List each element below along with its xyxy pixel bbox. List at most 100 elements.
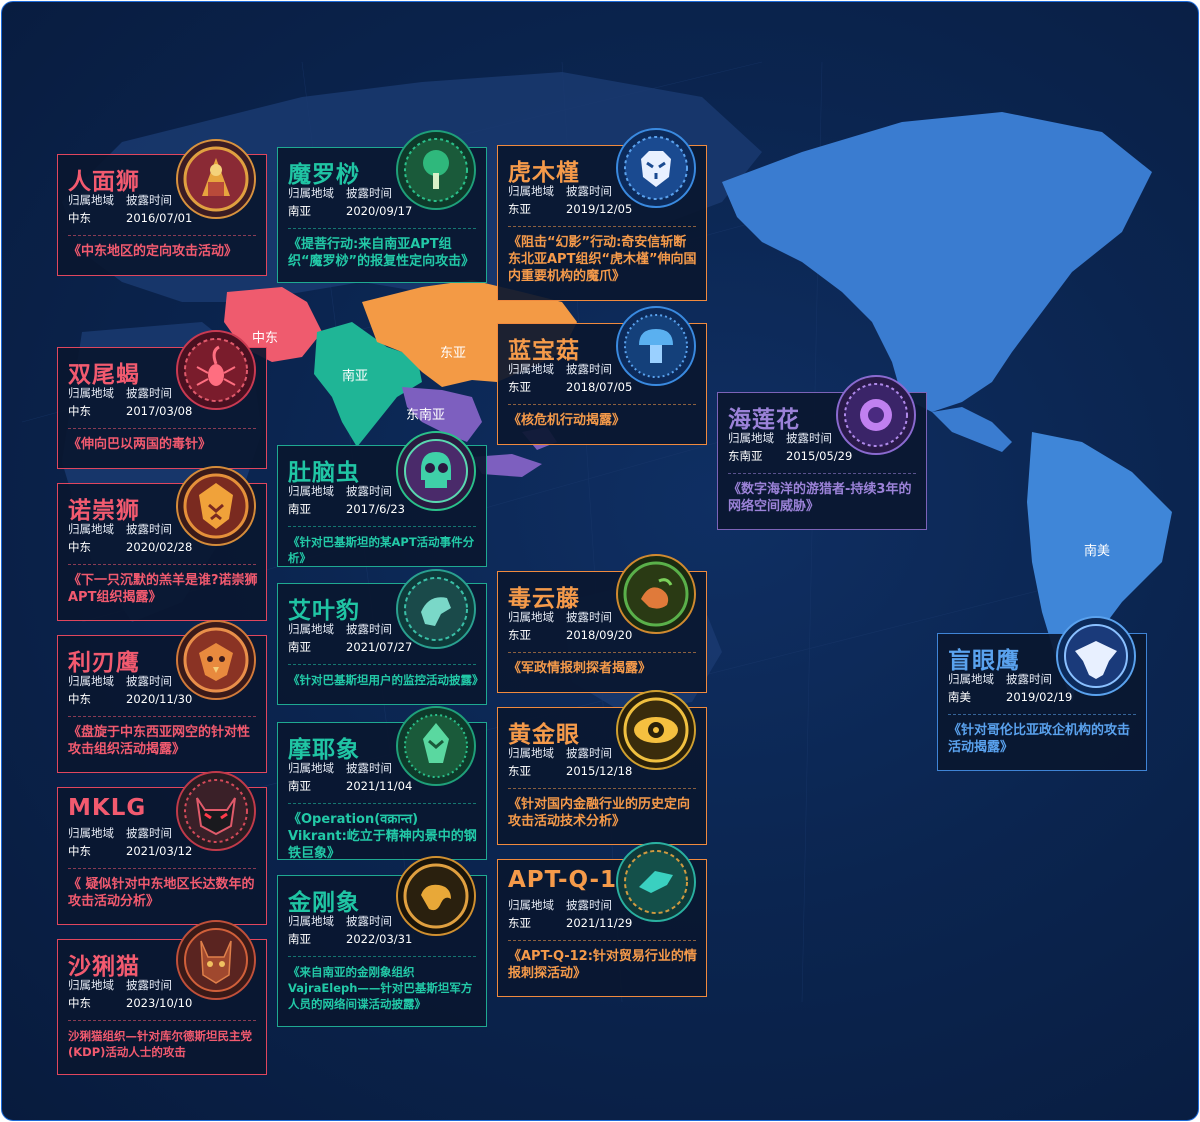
region-header: 归属地域 [288,761,334,775]
time-header: 披露时间 [566,746,612,760]
sphinx-badge-icon [175,138,257,220]
card-time: 2016/07/01 [126,211,193,225]
card-report-link[interactable]: 《 疑似针对中东地区长达数年的攻击活动分析》 [68,877,255,909]
card-title: 摩耶象 [288,737,360,763]
card-report-link[interactable]: 《针对巴基斯坦的某APT活动事件分析》 [288,535,475,565]
divider [728,473,916,474]
card-title: 利刃鹰 [68,650,140,676]
card-region: 东亚 [508,380,531,394]
divider [508,404,696,405]
card-time: 2019/02/19 [1006,690,1073,704]
south-asia-region [314,322,422,447]
card-region: 中东 [68,844,91,858]
central-america-region [932,407,1012,452]
time-header: 披露时间 [566,362,612,376]
divider [68,1020,256,1021]
region-label-south-america: 南美 [1084,544,1111,559]
card-time: 2021/07/27 [346,640,413,654]
region-header: 归属地域 [508,362,554,376]
time-header: 披露时间 [346,914,392,928]
card-duyunteng[interactable]: 毒云藤 归属地域 披露时间 东亚 2018/09/20 《军政情报刺探者揭露》 [497,571,707,693]
region-label-east-asia: 东亚 [440,346,467,361]
lotus-badge-icon [835,374,917,456]
card-region: 东亚 [508,916,531,930]
card-title: 魔罗桫 [288,162,360,188]
region-header: 归属地域 [948,672,994,686]
card-report-link[interactable]: 《来自南亚的金刚象组织VajraEleph——针对巴基斯坦军方人员的网络间谍活动… [288,965,473,1011]
bird-badge-icon [615,841,697,923]
card-region: 东亚 [508,628,531,642]
region-header: 归属地域 [508,746,554,760]
card-title: 双尾蝎 [68,362,140,388]
card-mangyanying[interactable]: 盲眼鹰 归属地域 披露时间 南美 2019/02/19 《针对哥伦比亚政企机构的攻击… [937,633,1147,771]
card-title: 肚脑虫 [288,460,360,486]
card-time: 2018/07/05 [566,380,633,394]
card-moluosuo[interactable]: 魔罗桫 归属地域 披露时间 南亚 2020/09/17 《提菩行动:来自南亚APT组… [277,147,487,283]
card-region: 南亚 [288,502,311,516]
region-header: 归属地域 [728,431,774,445]
card-report-link[interactable]: 《Operation(वक्रान्त) Vikrant:屹立于精神内景中的钢铁… [288,812,477,861]
card-report-link[interactable]: 《数字海洋的游猎者-持续3年的网络空间威胁》 [728,482,912,514]
card-title: 蓝宝菇 [508,338,580,364]
card-title: 黄金眼 [508,722,580,748]
card-time: 2023/10/10 [126,996,193,1010]
card-region: 东亚 [508,202,531,216]
card-report-link[interactable]: 《军政情报刺探者揭露》 [508,661,652,676]
card-region: 中东 [68,540,91,554]
card-report-link[interactable]: 《阻击“幻影”行动:奇安信斩断东北亚APT组织“虎木槿”伸向国内重要机构的魔爪》 [508,235,697,284]
eagle-badge-icon [175,619,257,701]
card-report-link[interactable]: 《下一只沉默的羔羊是谁?诺崇狮APT组织揭露》 [68,573,258,605]
southeast-asia-region [402,387,482,442]
card-report-link[interactable]: 《APT-Q-12:针对贸易行业的情报刺探活动》 [508,949,697,981]
card-region: 南亚 [288,204,311,218]
time-header: 披露时间 [126,674,172,688]
card-time: 2019/12/05 [566,202,633,216]
tree-badge-icon [395,129,477,211]
card-report-link[interactable]: 沙猁猫组织—针对库尔德斯坦民主党(KDP)活动人士的攻击 [68,1029,252,1059]
card-report-link[interactable]: 《核危机行动揭露》 [508,413,626,428]
card-report-link[interactable]: 《针对巴基斯坦用户的监控活动披露》 [288,673,484,687]
card-region: 南亚 [288,640,311,654]
card-title: 诺崇狮 [68,498,140,524]
middle-east-region [224,287,322,362]
card-title: 盲眼鹰 [948,648,1020,674]
time-header: 披露时间 [566,610,612,624]
card-hailianhua[interactable]: 海莲花 归属地域 披露时间 东南亚 2015/05/29 《数字海洋的游猎者-持续3… [717,392,927,530]
region-header: 归属地域 [288,914,334,928]
card-humujin[interactable]: 虎木槿 归属地域 披露时间 东亚 2019/12/05 《阻击“幻影”行动:奇安信斩… [497,145,707,301]
card-time: 2017/6/23 [346,502,405,516]
card-report-link[interactable]: 《伸向巴以两国的毒针》 [68,437,212,452]
time-header: 披露时间 [346,761,392,775]
card-report-link[interactable]: 《中东地区的定向攻击活动》 [68,244,238,259]
caracal-badge-icon [175,919,257,1001]
card-report-link[interactable]: 《提菩行动:来自南亚APT组织“魔罗桫”的报复性定向攻击》 [288,237,475,269]
time-header: 披露时间 [126,193,172,207]
card-title: 毒云藤 [508,586,580,612]
skull-badge-icon [395,430,477,512]
card-region: 中东 [68,996,91,1010]
divider [68,716,256,717]
card-title: MKLG [68,795,147,821]
divider [508,788,696,789]
card-time: 2020/11/30 [126,692,193,706]
time-header: 披露时间 [566,184,612,198]
card-report-link[interactable]: 《盘旋于中东西亚网空的针对性攻击组织活动揭露》 [68,725,251,757]
time-header: 披露时间 [126,522,172,536]
card-report-link[interactable]: 《针对哥伦比亚政企机构的攻击活动揭露》 [948,723,1131,755]
card-title: 沙猁猫 [68,954,140,980]
region-label-middle-east: 中东 [252,331,279,346]
card-time: 2018/09/20 [566,628,633,642]
vine-badge-icon [615,553,697,635]
card-time: 2015/12/18 [566,764,633,778]
card-report-link[interactable]: 《针对国内金融行业的历史定向攻击活动技术分析》 [508,797,691,829]
region-label-southeast-asia: 东南亚 [406,408,446,423]
card-title: 人面狮 [68,169,140,195]
time-header: 披露时间 [126,826,172,840]
region-header: 归属地域 [288,484,334,498]
divider [288,956,476,957]
region-header: 归属地域 [508,898,554,912]
divider [68,235,256,236]
divider [508,940,696,941]
region-header: 归属地域 [68,674,114,688]
